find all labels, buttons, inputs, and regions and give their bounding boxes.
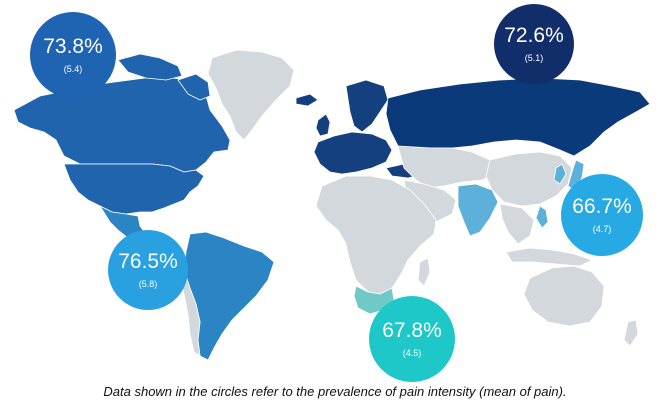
bubble-percent: 76.5% [118,250,178,273]
iceland [295,93,319,107]
bubble-latin-america: 76.5% (5.8) [108,230,188,310]
new-zealand [623,319,639,347]
southern-cone [179,269,201,357]
bubble-percent: 67.8% [382,319,442,342]
arctic-islands [117,53,183,81]
bubble-mean: (5.4) [63,64,83,74]
scandinavia [345,79,389,133]
bubble-percent: 66.7% [572,195,632,218]
baffin-island [177,73,211,101]
bubble-mean: (4.5) [402,348,422,358]
africa [315,175,437,295]
australia [523,265,605,327]
india [457,183,499,237]
bubble-mean: (5.1) [524,53,544,63]
bubble-mean: (5.8) [138,279,158,289]
united-kingdom [315,113,331,137]
central-asia [397,145,499,189]
united-states [63,163,205,215]
korea [553,163,567,185]
bubble-mean: (4.7) [592,224,612,234]
western-europe [313,131,393,175]
bubble-europe: 72.6% (5.1) [494,4,574,84]
madagascar [417,257,431,287]
bubble-asia: 66.7% (4.7) [561,174,643,256]
bubble-percent: 73.8% [43,35,103,58]
map-caption: Data shown in the circles refer to the p… [103,384,567,399]
bubble-percent: 72.6% [504,24,564,47]
bubble-south-africa: 67.8% (4.5) [369,296,455,382]
canada-alaska [13,75,231,173]
indonesia [505,247,593,267]
greenland [207,49,295,141]
bubble-north-america: 73.8% (5.4) [30,12,116,98]
southeast-asia [499,203,535,245]
philippines [535,205,549,229]
